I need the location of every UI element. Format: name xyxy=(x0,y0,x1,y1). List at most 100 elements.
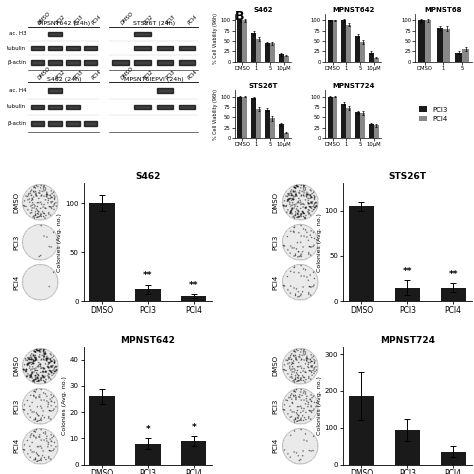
Bar xyxy=(341,104,346,138)
Title: MPNST724: MPNST724 xyxy=(380,336,435,345)
Text: PCI4: PCI4 xyxy=(13,275,19,290)
Text: tubulin: tubulin xyxy=(7,46,27,51)
Bar xyxy=(135,444,161,465)
Bar xyxy=(156,46,173,50)
Bar xyxy=(355,36,360,62)
Text: PCI4: PCI4 xyxy=(273,438,278,454)
Text: ac. H3: ac. H3 xyxy=(9,31,27,36)
Text: PCI3: PCI3 xyxy=(273,235,278,250)
Bar xyxy=(418,20,425,62)
Bar xyxy=(179,61,195,65)
Bar xyxy=(48,104,62,109)
Bar xyxy=(242,97,247,138)
Bar xyxy=(346,108,351,138)
Title: S462: S462 xyxy=(135,172,161,181)
Text: PCI3: PCI3 xyxy=(165,69,177,81)
Text: MPSNT6IEPVI (24h): MPSNT6IEPVI (24h) xyxy=(124,77,183,82)
Text: MPSNT642 (24h): MPSNT642 (24h) xyxy=(38,21,90,26)
Bar xyxy=(84,61,97,65)
Text: ac. H4: ac. H4 xyxy=(9,88,27,93)
Bar xyxy=(134,104,151,109)
Text: PCI4: PCI4 xyxy=(187,14,199,25)
Bar xyxy=(156,88,173,93)
Bar xyxy=(251,33,256,62)
Bar xyxy=(437,28,444,62)
Text: β-actin: β-actin xyxy=(7,60,27,65)
Legend: PCI3, PCI4: PCI3, PCI4 xyxy=(419,107,448,122)
Y-axis label: % Cell Viability (96h): % Cell Viability (96h) xyxy=(213,89,218,140)
Y-axis label: Colonies (Avg. no.): Colonies (Avg. no.) xyxy=(57,213,63,272)
Bar xyxy=(48,121,62,126)
Bar xyxy=(369,124,374,138)
Text: PCI3: PCI3 xyxy=(73,69,84,81)
Text: DMSO: DMSO xyxy=(120,10,135,25)
Text: PCI4: PCI4 xyxy=(273,275,278,290)
Bar xyxy=(283,133,289,138)
Text: B: B xyxy=(235,10,244,23)
Bar xyxy=(444,29,450,62)
Bar xyxy=(270,43,275,62)
Bar xyxy=(270,118,275,138)
Text: *: * xyxy=(146,425,150,434)
Bar xyxy=(279,55,283,62)
Text: **: ** xyxy=(402,267,412,276)
Text: PCI3: PCI3 xyxy=(13,398,19,413)
Bar xyxy=(135,290,161,301)
Bar xyxy=(265,110,270,138)
Text: PCI3: PCI3 xyxy=(13,235,19,250)
Bar xyxy=(265,43,270,62)
Bar xyxy=(31,46,44,50)
Bar xyxy=(112,61,129,65)
Text: S462 (24h): S462 (24h) xyxy=(47,77,81,82)
Text: PCI2: PCI2 xyxy=(55,69,67,81)
Bar xyxy=(66,121,80,126)
Bar xyxy=(156,104,173,109)
Bar xyxy=(328,97,332,138)
Text: PCI4: PCI4 xyxy=(91,14,102,25)
Bar xyxy=(374,126,379,138)
Bar xyxy=(31,121,44,126)
Text: PCI2: PCI2 xyxy=(55,14,67,25)
Bar xyxy=(134,32,151,36)
Bar xyxy=(395,288,420,301)
Text: DMSO: DMSO xyxy=(37,10,52,25)
Text: PCI3: PCI3 xyxy=(273,398,278,413)
Text: PCI3: PCI3 xyxy=(165,14,177,25)
Bar xyxy=(181,441,206,465)
Bar xyxy=(349,206,374,301)
Bar xyxy=(328,20,332,62)
Text: tubulin: tubulin xyxy=(7,104,27,109)
Bar xyxy=(66,104,80,109)
Bar xyxy=(360,113,365,138)
Bar xyxy=(332,97,337,138)
Bar xyxy=(179,46,195,50)
Bar xyxy=(31,104,44,109)
Bar xyxy=(462,49,469,62)
Title: MPNST642: MPNST642 xyxy=(332,7,374,13)
Bar xyxy=(31,61,44,65)
Text: DMSO: DMSO xyxy=(37,66,52,81)
Text: PCI4: PCI4 xyxy=(187,69,199,81)
Bar xyxy=(251,98,256,138)
Bar xyxy=(425,20,431,62)
Text: DMSO: DMSO xyxy=(13,192,19,213)
Bar xyxy=(242,20,247,62)
Bar xyxy=(181,296,206,301)
Bar xyxy=(341,20,346,62)
Bar xyxy=(66,61,80,65)
Text: **: ** xyxy=(448,270,458,279)
Bar xyxy=(283,55,289,62)
Text: DMSO: DMSO xyxy=(13,356,19,376)
Text: PCI4: PCI4 xyxy=(13,438,19,454)
Bar xyxy=(256,109,261,138)
Title: STS26T: STS26T xyxy=(248,83,278,89)
Bar xyxy=(48,46,62,50)
Text: DMSO: DMSO xyxy=(273,192,278,213)
Text: *: * xyxy=(191,423,196,432)
Bar xyxy=(237,97,242,138)
Title: MPNST642: MPNST642 xyxy=(120,336,175,345)
Y-axis label: Colonies (Avg. no.): Colonies (Avg. no.) xyxy=(317,213,322,272)
Bar xyxy=(440,288,466,301)
Bar xyxy=(48,61,62,65)
Bar xyxy=(395,429,420,465)
